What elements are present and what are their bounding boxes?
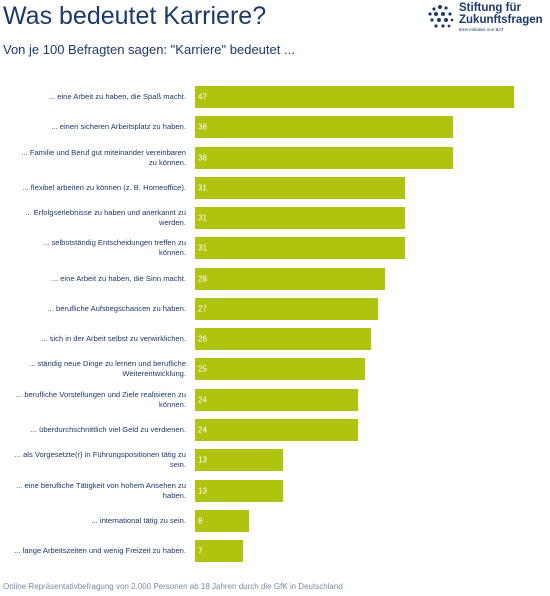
- value-label: 47: [198, 92, 207, 102]
- category-label: ... berufliche Aufstiegschancen zu haben…: [47, 303, 186, 313]
- bar: [195, 479, 284, 502]
- value-label: 31: [198, 183, 207, 193]
- value-label: 28: [198, 274, 207, 284]
- logo-text: Stiftung für Zukunftsfragen: [459, 2, 543, 26]
- category-label: ... Familie und Beruf gut miteinander ve…: [21, 147, 186, 167]
- category-label: ... eine Arbeit zu haben, die Spaß macht…: [48, 92, 186, 101]
- category-label: ... überdurchschnittlich viel Geld zu ve…: [30, 424, 186, 434]
- bar: [195, 267, 386, 290]
- category-label: ... sich in der Arbeit selbst zu verwirk…: [41, 334, 186, 344]
- category-label: ... selbstständig Entscheidungen treffen…: [43, 238, 186, 258]
- value-label: 27: [198, 304, 207, 314]
- bar: [195, 237, 406, 260]
- footnote: Online Repräsentativbefragung von 2.000 …: [3, 582, 343, 591]
- bar: [195, 449, 284, 472]
- category-label: ... flexibel arbeiten zu können (z. B. H…: [22, 182, 186, 192]
- value-label: 24: [198, 395, 207, 405]
- value-label: 24: [198, 425, 207, 435]
- value-label: 13: [198, 455, 207, 465]
- subtitle: Von je 100 Befragten sagen: "Karriere" b…: [3, 42, 295, 57]
- bar: [195, 388, 358, 411]
- value-label: 8: [198, 516, 203, 526]
- bar: [195, 540, 243, 563]
- bar: [195, 358, 365, 381]
- value-label: 31: [198, 243, 207, 253]
- category-label: ... ständig neue Dinge zu lernen und ber…: [28, 359, 186, 379]
- value-label: 26: [198, 334, 207, 344]
- bar: [195, 328, 372, 351]
- logo-tagline: Eine Initiative von BAT: [459, 27, 504, 32]
- logo-icon: [428, 5, 454, 28]
- bar: [195, 86, 514, 108]
- value-label: 13: [198, 486, 207, 495]
- bar: [195, 146, 453, 169]
- value-label: 38: [198, 153, 207, 163]
- bar: [195, 509, 250, 532]
- category-label: ... einen sicheren Arbeitsplatz zu haben…: [51, 122, 186, 132]
- category-label: ... als Vorgesetzte(r) in Führungspositi…: [14, 450, 186, 470]
- title: Was bedeutet Karriere?: [3, 2, 267, 30]
- category-label: ... eine berufliche Tätigkeit von hohem …: [16, 480, 186, 500]
- bar: [195, 207, 406, 230]
- category-label: ... Erfolgserlebnisse zu haben und anerk…: [25, 208, 186, 228]
- value-label: 25: [198, 364, 207, 374]
- category-label: ... international tätig zu sein.: [91, 515, 186, 525]
- category-label: ... lange Arbeitszeiten und wenig Freize…: [14, 546, 186, 556]
- bar: [195, 418, 358, 441]
- value-label: 38: [198, 122, 207, 132]
- bar: [195, 116, 453, 139]
- bar: [195, 176, 406, 199]
- category-label: ... berufliche Vorstellungen und Ziele r…: [15, 389, 186, 409]
- category-label: ... eine Arbeit zu haben, die Sinn macht…: [51, 273, 186, 283]
- logo-line: Zukunftsfragen: [459, 14, 543, 26]
- logo-line: Stiftung für: [459, 2, 521, 14]
- value-label: 7: [198, 546, 203, 556]
- bar: [195, 297, 379, 320]
- value-label: 31: [198, 213, 207, 223]
